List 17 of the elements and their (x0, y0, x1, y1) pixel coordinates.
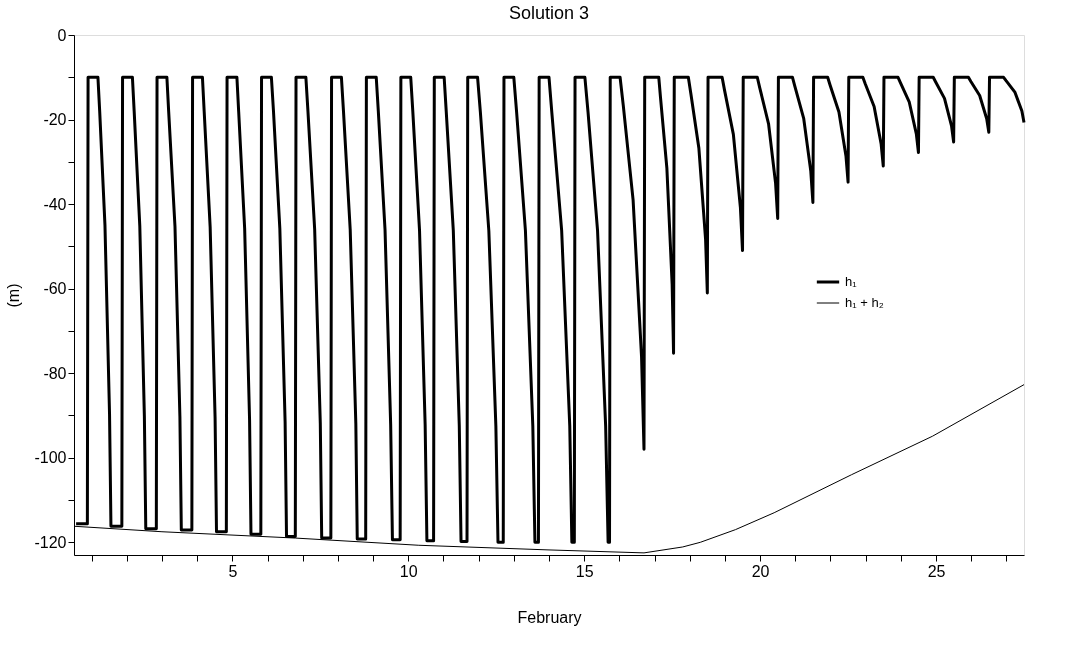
legend-label: h₁ (845, 274, 858, 289)
y-tick-label: -120 (34, 533, 67, 551)
legend-label: h₁ + h₂ (845, 295, 884, 310)
y-tick-label: -60 (43, 280, 67, 298)
y-axis-title: (m) (5, 283, 23, 308)
x-tick-label: 25 (927, 562, 946, 580)
y-tick-label: -100 (34, 449, 67, 467)
y-tick-label: -80 (43, 364, 67, 382)
chart-title: Solution 3 (508, 3, 590, 23)
x-tick-label: 20 (751, 562, 770, 580)
x-tick-label: 15 (575, 562, 594, 580)
x-axis-title: February (517, 608, 582, 626)
y-tick-label: -40 (43, 195, 67, 213)
y-tick-label: 0 (57, 26, 67, 44)
y-tick-label: -20 (43, 111, 67, 129)
x-tick-label: 5 (228, 562, 238, 580)
x-tick-label: 10 (399, 562, 418, 580)
